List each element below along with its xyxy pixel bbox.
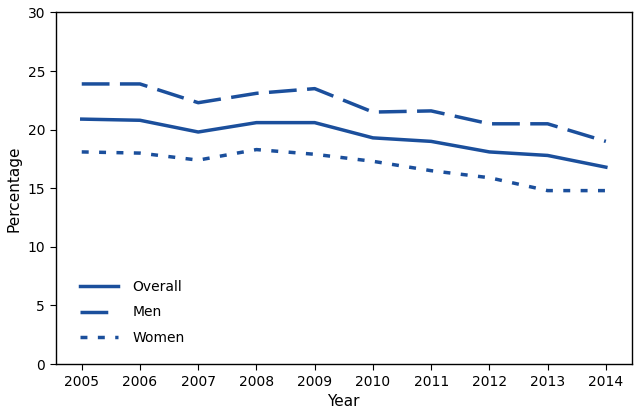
Men (78, 82, 86, 87)
Legend: Overall, Men, Women: Overall, Men, Women (74, 275, 190, 350)
Overall (311, 120, 318, 125)
Overall (136, 118, 144, 123)
Overall (602, 165, 610, 170)
Women (427, 168, 435, 173)
Y-axis label: Percentage: Percentage (7, 145, 22, 232)
Men (486, 121, 493, 126)
Women (544, 188, 551, 193)
Women (369, 159, 377, 164)
Men (544, 121, 551, 126)
Men (602, 139, 610, 144)
X-axis label: Year: Year (328, 394, 360, 409)
Women (194, 158, 202, 163)
Overall (544, 153, 551, 158)
Men (252, 91, 260, 96)
Men (427, 109, 435, 114)
Overall (369, 135, 377, 140)
Women (602, 188, 610, 193)
Line: Women: Women (82, 150, 606, 191)
Women (78, 149, 86, 154)
Women (252, 147, 260, 152)
Women (311, 152, 318, 157)
Line: Men: Men (82, 84, 606, 141)
Overall (252, 120, 260, 125)
Overall (427, 139, 435, 144)
Overall (78, 116, 86, 121)
Overall (486, 149, 493, 154)
Women (486, 175, 493, 180)
Men (194, 100, 202, 105)
Women (136, 151, 144, 156)
Men (369, 109, 377, 114)
Line: Overall: Overall (82, 119, 606, 167)
Men (311, 86, 318, 91)
Overall (194, 129, 202, 134)
Men (136, 82, 144, 87)
